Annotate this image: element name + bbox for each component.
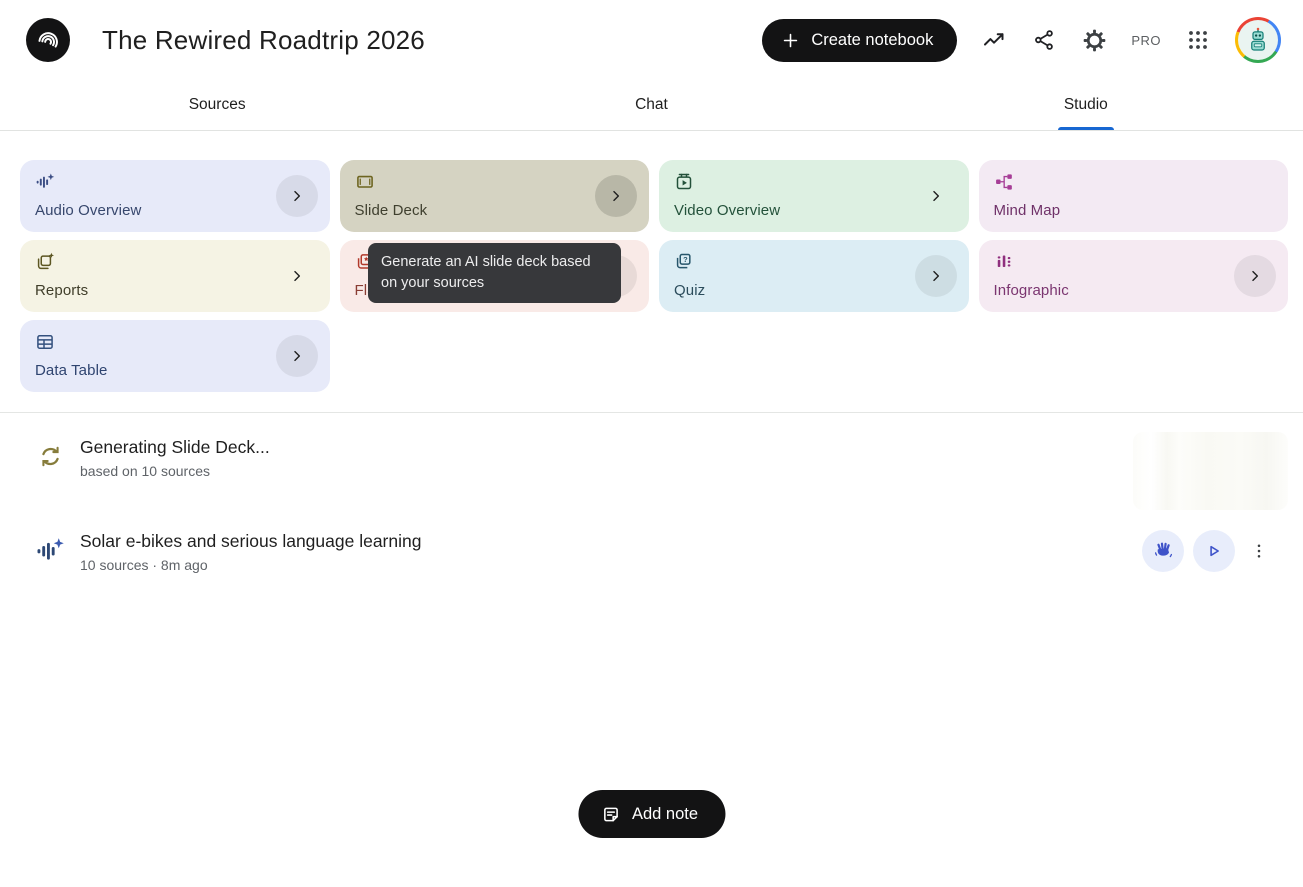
create-notebook-button[interactable]: Create notebook [762,18,958,62]
create-notebook-label: Create notebook [811,30,934,49]
trending-up-icon [984,33,1004,46]
tab-studio[interactable]: Studio [869,80,1303,130]
account-avatar[interactable] [1235,17,1281,63]
notebook-title: The Rewired Roadtrip 2026 [102,24,425,55]
studio-output-list: Generating Slide Deck... based on 10 sou… [0,432,1303,573]
play-button[interactable] [1193,529,1235,572]
slide-deck-icon [355,172,375,192]
section-divider [0,412,1303,413]
pro-badge: PRO [1131,32,1161,48]
chevron-right-icon[interactable] [276,255,318,297]
chevron-right-icon[interactable] [595,175,637,217]
card-label: Audio Overview [35,202,142,219]
chevron-right-icon[interactable] [275,335,318,377]
card-audio-overview[interactable]: Audio Overview [20,160,330,232]
generating-slide-deck-row[interactable]: Generating Slide Deck... based on 10 sou… [30,432,1288,512]
card-mind-map[interactable]: Mind Map [978,160,1288,232]
card-infographic[interactable]: Infographic [978,240,1288,312]
active-tab-underline [1057,127,1114,130]
chevron-right-icon[interactable] [1234,255,1276,297]
card-label: Reports [35,282,89,299]
kebab-menu-icon [1257,543,1261,558]
audio-overview-title: Solar e-bikes and serious language learn… [80,531,422,551]
header: The Rewired Roadtrip 2026 Create noteboo… [0,0,1303,80]
apps-grid-icon [1189,31,1207,49]
gear-icon [1083,29,1106,51]
play-icon [1210,545,1219,556]
card-data-table[interactable]: Data Table [20,320,330,392]
audio-waveform-icon [30,536,70,566]
more-options-button[interactable] [1244,530,1274,572]
generating-placeholder-shimmer [1133,432,1288,510]
data-table-icon [35,332,55,352]
logo-arcs-icon [38,32,58,48]
avatar-robot-image [1238,20,1278,60]
generating-text: Generating Slide Deck... based on 10 sou… [80,434,270,479]
tab-chat-label: Chat [635,96,668,113]
panel-tabs: Sources Chat Studio [0,80,1303,131]
card-reports[interactable]: Reports [20,240,330,312]
card-label: Quiz [674,282,706,299]
infographic-icon [994,252,1014,272]
settings-button[interactable] [1081,27,1107,53]
analytics-button[interactable] [981,27,1007,53]
generating-title: Generating Slide Deck... [80,437,270,457]
audio-waveform-icon [35,172,55,192]
mind-map-icon [994,172,1014,192]
quiz-icon: ? [674,252,694,272]
svg-text:?: ? [683,255,688,264]
audio-overview-text: Solar e-bikes and serious language learn… [80,528,421,573]
chevron-right-icon[interactable] [275,175,318,217]
share-icon [1035,30,1054,50]
notebooklm-logo[interactable] [26,18,70,62]
video-overview-icon [674,172,694,192]
tab-sources[interactable]: Sources [0,80,434,130]
tab-studio-label: Studio [1063,96,1108,113]
slide-deck-tooltip: Generate an AI slide deck based on your … [368,243,621,303]
card-label: Video Overview [674,202,781,219]
add-note-label: Add note [631,804,699,823]
card-label: Slide Deck [354,202,428,219]
audio-overview-row[interactable]: Solar e-bikes and serious language learn… [30,528,1288,573]
tab-chat[interactable]: Chat [434,80,868,130]
interactive-mode-button[interactable] [1142,529,1184,572]
generating-subtitle: based on 10 sources [80,463,210,479]
sync-spinner-icon [30,434,70,469]
tab-sources-label: Sources [188,96,246,113]
waving-hand-icon [1154,542,1172,558]
chevron-right-icon[interactable] [914,255,957,297]
studio-card-grid: Audio Overview Slide Deck [20,160,1288,392]
plus-icon [784,33,798,47]
share-button[interactable] [1031,27,1057,53]
audio-overview-subtitle: 10 sources · 8m ago [80,557,208,573]
audio-overview-controls [1142,529,1288,572]
header-actions: Create notebook [762,17,1281,63]
robot-icon [1251,27,1265,51]
chevron-right-icon[interactable] [915,175,957,217]
card-slide-deck[interactable]: Slide Deck [339,160,649,232]
card-label: Data Table [35,362,108,379]
add-note-button[interactable]: Add note [577,790,726,838]
card-label: Mind Map [993,202,1061,219]
card-video-overview[interactable]: Video Overview [659,160,969,232]
card-quiz[interactable]: ? Quiz [659,240,969,312]
card-label: Infographic [993,282,1069,299]
apps-grid-button[interactable] [1185,27,1211,53]
reports-icon [35,252,55,272]
note-icon [603,807,618,821]
